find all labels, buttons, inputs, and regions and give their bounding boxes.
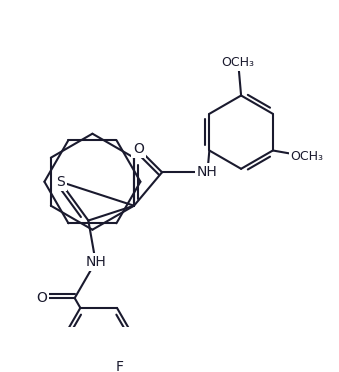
Text: S: S — [56, 175, 64, 189]
Text: O: O — [133, 142, 144, 156]
Text: OCH₃: OCH₃ — [291, 150, 324, 163]
Text: NH: NH — [197, 165, 218, 179]
Text: O: O — [36, 291, 47, 305]
Text: NH: NH — [85, 255, 106, 269]
Text: F: F — [116, 360, 124, 372]
Text: OCH₃: OCH₃ — [222, 56, 255, 69]
